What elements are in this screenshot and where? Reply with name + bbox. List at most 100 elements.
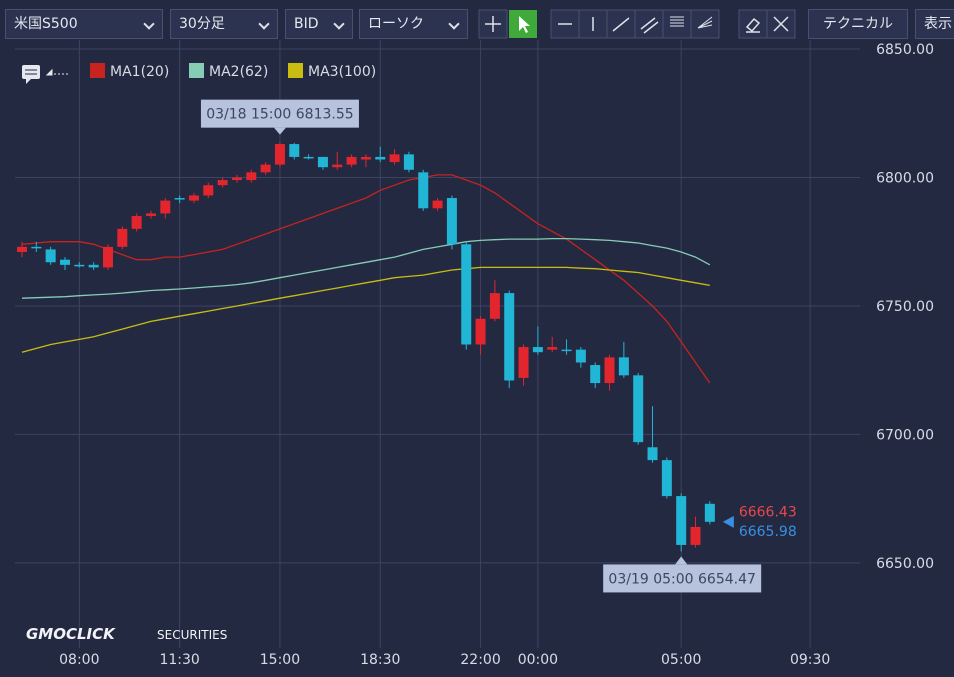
x-tick-label: 09:30 xyxy=(790,652,830,668)
candle-body xyxy=(188,195,199,201)
candle-body xyxy=(17,246,27,252)
last-price: 6666.43 xyxy=(739,505,797,521)
candle-body xyxy=(446,198,457,245)
candle-body xyxy=(676,496,687,545)
x-tick-label: 05:00 xyxy=(661,652,701,668)
eraser-tool[interactable] xyxy=(738,9,768,39)
x-tick-label: 08:00 xyxy=(59,652,99,668)
symbol: 米国S500 xyxy=(14,16,78,32)
candle-body xyxy=(217,180,228,186)
legend-label: MA3(100) xyxy=(308,64,376,80)
candle-body xyxy=(647,447,658,461)
candle-body xyxy=(504,293,515,381)
last-price-arrow xyxy=(722,515,734,528)
high-label: 03/18 15:00 6813.55 xyxy=(206,107,354,123)
last-price: 6665.98 xyxy=(739,524,797,540)
watermark-brand: GMOCLICK xyxy=(26,625,116,643)
low-label-box xyxy=(603,564,762,593)
candle-body xyxy=(131,216,142,229)
candle-body xyxy=(88,264,99,268)
candle-body xyxy=(690,526,701,545)
candle-body xyxy=(274,144,285,165)
watermark-sub: SECURITIES xyxy=(157,628,227,642)
candle-body xyxy=(633,375,644,443)
candle-body xyxy=(332,164,343,168)
x-tick-label: 18:30 xyxy=(360,652,400,668)
candle-body xyxy=(31,246,42,249)
candle-body xyxy=(532,347,543,353)
x-tick-label: 15:00 xyxy=(260,652,300,668)
hline-tool[interactable] xyxy=(550,9,580,39)
legend-swatch xyxy=(189,63,204,78)
low-label: 03/19 05:00 6654.47 xyxy=(608,571,756,587)
candle-body xyxy=(561,349,572,352)
candle-body xyxy=(160,200,171,214)
high-label-pointer xyxy=(273,127,286,135)
trend-tool[interactable] xyxy=(606,9,636,39)
candle-body xyxy=(59,259,70,265)
legend-swatch xyxy=(90,63,105,78)
candle-body xyxy=(231,177,242,181)
candle-body xyxy=(518,347,529,378)
candle-body xyxy=(74,264,85,267)
candle-body xyxy=(45,249,56,263)
candle-body xyxy=(317,156,328,168)
fibo-retrace-tool[interactable] xyxy=(662,9,692,39)
ma-line xyxy=(21,266,710,353)
clear-tool[interactable] xyxy=(766,9,796,39)
candle-body xyxy=(174,198,185,200)
legend-label: MA2(62) xyxy=(209,64,268,80)
candle-body xyxy=(461,244,472,345)
side-select[interactable]: BID xyxy=(285,9,353,39)
candle-body xyxy=(418,172,429,209)
ma-line xyxy=(21,237,711,299)
candle-body xyxy=(661,460,672,497)
symbol-select[interactable]: 米国S500 xyxy=(5,9,163,39)
candle-body xyxy=(145,213,156,217)
y-tick-label: 6800.00 xyxy=(876,170,934,186)
display: 表示 xyxy=(924,16,952,32)
candle-body xyxy=(618,357,629,376)
candle-body xyxy=(403,154,414,170)
x-tick-label: 00:00 xyxy=(518,652,558,668)
y-tick-label: 6650.00 xyxy=(876,556,934,572)
channel-tool[interactable] xyxy=(634,9,664,39)
crosshair-tool[interactable] xyxy=(478,9,508,39)
tool-icons xyxy=(478,9,796,39)
candle-body xyxy=(360,156,371,160)
technical: テクニカル xyxy=(823,16,893,32)
timeframe-select[interactable]: 30分足 xyxy=(170,9,278,39)
style-select[interactable]: ローソク xyxy=(359,9,468,39)
technical-button[interactable]: テクニカル xyxy=(808,9,908,39)
low-label-pointer xyxy=(675,556,688,565)
x-tick-label: 11:30 xyxy=(159,652,199,668)
candle-body xyxy=(117,228,128,247)
candle-body xyxy=(432,200,443,209)
candle-body xyxy=(389,154,400,163)
grid xyxy=(15,40,860,648)
timeframe: 30分足 xyxy=(179,16,225,32)
ma-line xyxy=(21,174,711,384)
pointer-tool[interactable] xyxy=(509,10,537,38)
display-button[interactable]: 表示 xyxy=(915,9,954,39)
candle-body xyxy=(475,318,486,345)
high-label-box xyxy=(200,99,359,128)
candle-body xyxy=(203,185,214,196)
comment-icon[interactable] xyxy=(22,65,68,84)
candle-body xyxy=(604,357,615,384)
candle-body xyxy=(346,156,357,165)
candle-body xyxy=(246,172,257,181)
y-tick-label: 6750.00 xyxy=(876,299,934,315)
candle-body xyxy=(289,144,300,157)
y-tick-label: 6850.00 xyxy=(876,42,934,58)
candle-body xyxy=(489,293,500,319)
legend-swatch xyxy=(288,63,303,78)
candle-body xyxy=(303,156,314,159)
candle-body xyxy=(590,365,601,384)
candle-body xyxy=(704,503,715,522)
y-tick-label: 6700.00 xyxy=(876,427,934,443)
fibo-fan-tool[interactable] xyxy=(690,9,720,39)
candle-body xyxy=(102,246,113,268)
